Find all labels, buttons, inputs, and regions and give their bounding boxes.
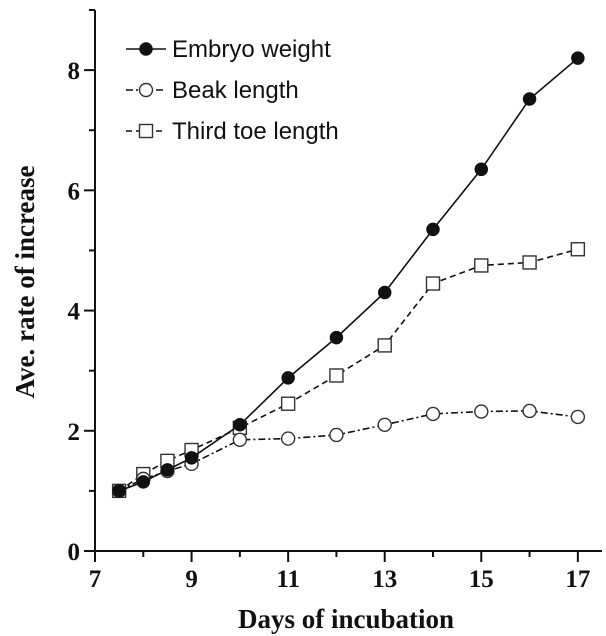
data-point [160,463,175,477]
data-point [112,484,126,498]
legend-label: Beak length [172,77,299,104]
data-point [426,222,440,237]
y-tick-label: 0 [68,539,81,566]
axes: 7 9 11 13 15 17 0 2 4 6 8 [68,9,602,593]
data-point [425,406,441,422]
data-point [232,432,248,447]
x-tick-label: 17 [565,566,590,593]
series-3 [111,242,586,499]
data-point [281,371,295,385]
x-tick-label: 9 [185,566,198,593]
legend-entry: Beak length [126,77,299,104]
x-tick-label: 11 [276,566,300,593]
data-point [136,475,151,489]
legend-marker [138,82,154,98]
data-point [377,417,392,432]
legend-marker [138,123,154,139]
legend-entry: Embryo weight [126,36,331,63]
data-point [474,404,489,419]
data-point [570,242,586,257]
data-point [329,330,344,345]
data-point [329,368,344,383]
y-axis-title: Ave. rate of increase [10,166,40,399]
legend-marker [139,42,153,56]
data-point [329,427,344,443]
data-point [425,276,441,291]
data-point [474,162,489,177]
series-2 [111,403,586,499]
x-tick-label: 15 [469,566,494,593]
y-tick-label: 6 [68,178,81,205]
legend: Embryo weight Beak length Third toe length [126,36,339,145]
data-point [474,258,489,273]
x-tick-label: 7 [89,566,102,593]
data-point [184,451,199,465]
x-tick-label: 13 [372,566,397,593]
series-1 [112,51,585,498]
legend-label: Third toe length [172,118,339,145]
data-point [522,255,537,270]
data-point [571,51,585,65]
data-point [522,403,537,419]
y-tick-label: 8 [68,58,81,85]
x-axis-title: Days of incubation [238,604,454,634]
legend-entry: Third toe length [126,118,339,145]
data-point [280,396,296,411]
data-point [280,431,296,446]
data-point [233,418,247,432]
legend-label: Embryo weight [172,36,331,63]
data-point [377,338,392,353]
y-tick-label: 4 [68,299,81,326]
data-point [570,409,586,425]
data-point [377,285,392,300]
series-layer [111,51,586,499]
data-point [522,92,537,106]
y-tick-label: 2 [68,419,81,446]
